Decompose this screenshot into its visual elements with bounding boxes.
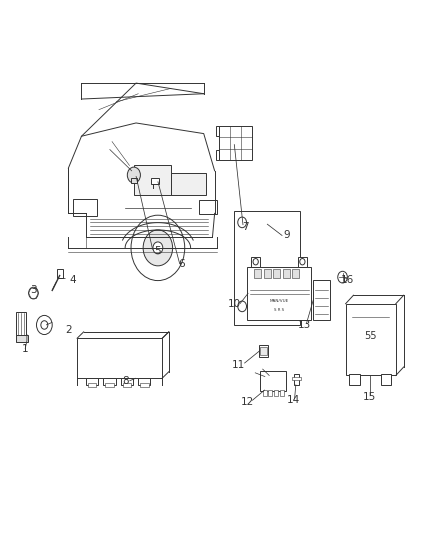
Bar xyxy=(313,280,330,320)
Text: 5: 5 xyxy=(155,246,161,255)
Circle shape xyxy=(153,242,163,254)
Text: 8: 8 xyxy=(122,376,128,386)
Text: S R S: S R S xyxy=(274,308,284,312)
Bar xyxy=(260,347,267,356)
Circle shape xyxy=(238,301,247,312)
Bar xyxy=(349,374,360,385)
Bar xyxy=(273,269,280,278)
Text: 15: 15 xyxy=(363,392,376,402)
Bar xyxy=(16,312,26,336)
Circle shape xyxy=(36,316,52,335)
Text: 7: 7 xyxy=(242,222,248,232)
Bar xyxy=(215,150,219,160)
Bar xyxy=(171,173,206,195)
Bar xyxy=(86,377,98,384)
Bar xyxy=(88,383,96,387)
Bar xyxy=(263,390,267,395)
Bar xyxy=(292,376,301,380)
Bar xyxy=(134,165,171,195)
Text: 1: 1 xyxy=(21,344,28,354)
Bar xyxy=(77,338,162,378)
Bar xyxy=(123,383,131,387)
Bar xyxy=(131,178,137,182)
Text: 2: 2 xyxy=(65,325,72,335)
Text: 11: 11 xyxy=(232,360,245,370)
Bar xyxy=(57,269,63,278)
Text: 14: 14 xyxy=(286,395,300,406)
Bar xyxy=(234,211,300,325)
Bar xyxy=(268,390,272,395)
Circle shape xyxy=(143,230,173,266)
Text: 10: 10 xyxy=(228,298,241,309)
Bar xyxy=(15,335,28,342)
Bar xyxy=(199,199,217,214)
Circle shape xyxy=(28,287,38,299)
Text: 9: 9 xyxy=(283,230,290,240)
Bar xyxy=(73,199,97,216)
Bar xyxy=(264,269,271,278)
Circle shape xyxy=(127,167,141,183)
Bar xyxy=(215,126,219,136)
Bar xyxy=(294,374,299,384)
Bar xyxy=(292,269,299,278)
Text: 4: 4 xyxy=(69,275,76,285)
Bar xyxy=(283,269,290,278)
Circle shape xyxy=(338,271,347,283)
Bar xyxy=(140,383,149,387)
Bar xyxy=(138,377,150,384)
Circle shape xyxy=(300,259,305,265)
Bar xyxy=(259,345,268,357)
Bar xyxy=(381,374,392,385)
Bar xyxy=(251,257,261,266)
Text: 55: 55 xyxy=(364,331,377,341)
Circle shape xyxy=(131,215,185,280)
Text: 16: 16 xyxy=(341,275,354,285)
Bar xyxy=(274,390,278,395)
Bar xyxy=(261,371,286,391)
Text: 6: 6 xyxy=(179,259,185,269)
Circle shape xyxy=(253,259,258,265)
Bar xyxy=(103,377,116,384)
Bar xyxy=(346,304,396,375)
Bar xyxy=(121,377,133,384)
Bar xyxy=(280,390,284,395)
Circle shape xyxy=(141,219,157,238)
Bar xyxy=(105,383,114,387)
Circle shape xyxy=(41,321,48,329)
Bar xyxy=(151,177,159,184)
Text: 12: 12 xyxy=(241,397,254,407)
Bar xyxy=(297,257,307,266)
Bar xyxy=(219,126,252,160)
Circle shape xyxy=(238,217,247,228)
Bar xyxy=(247,266,311,320)
Text: 3: 3 xyxy=(30,286,37,295)
Text: MAN/VUE: MAN/VUE xyxy=(269,299,289,303)
Text: 13: 13 xyxy=(297,320,311,330)
Bar xyxy=(254,269,261,278)
